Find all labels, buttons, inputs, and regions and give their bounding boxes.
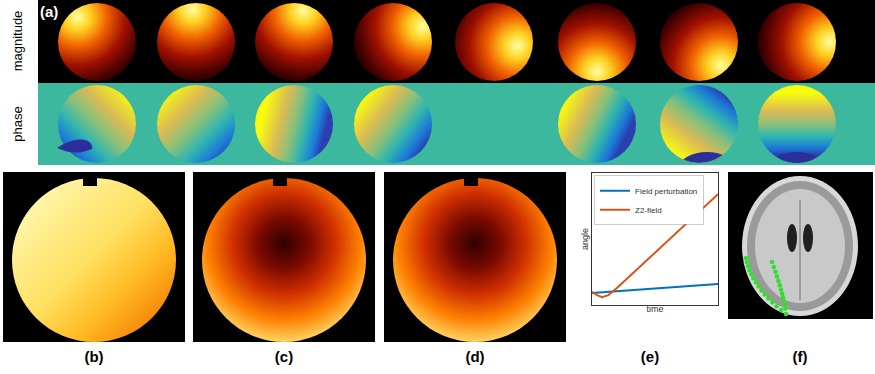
svg-text:Z2-field: Z2-field bbox=[635, 206, 662, 215]
svg-text:(b): (b) bbox=[84, 348, 103, 365]
svg-text:(f): (f) bbox=[793, 348, 808, 365]
svg-text:angle: angle bbox=[580, 228, 590, 250]
svg-text:(e): (e) bbox=[641, 348, 659, 365]
svg-text:(d): (d) bbox=[465, 348, 484, 365]
svg-text:(a): (a) bbox=[40, 3, 58, 20]
svg-text:Field perturbation: Field perturbation bbox=[635, 187, 697, 196]
svg-text:time: time bbox=[646, 304, 663, 314]
svg-text:magnitude: magnitude bbox=[10, 11, 25, 72]
svg-text:phase: phase bbox=[10, 106, 25, 141]
svg-text:(c): (c) bbox=[275, 348, 293, 365]
